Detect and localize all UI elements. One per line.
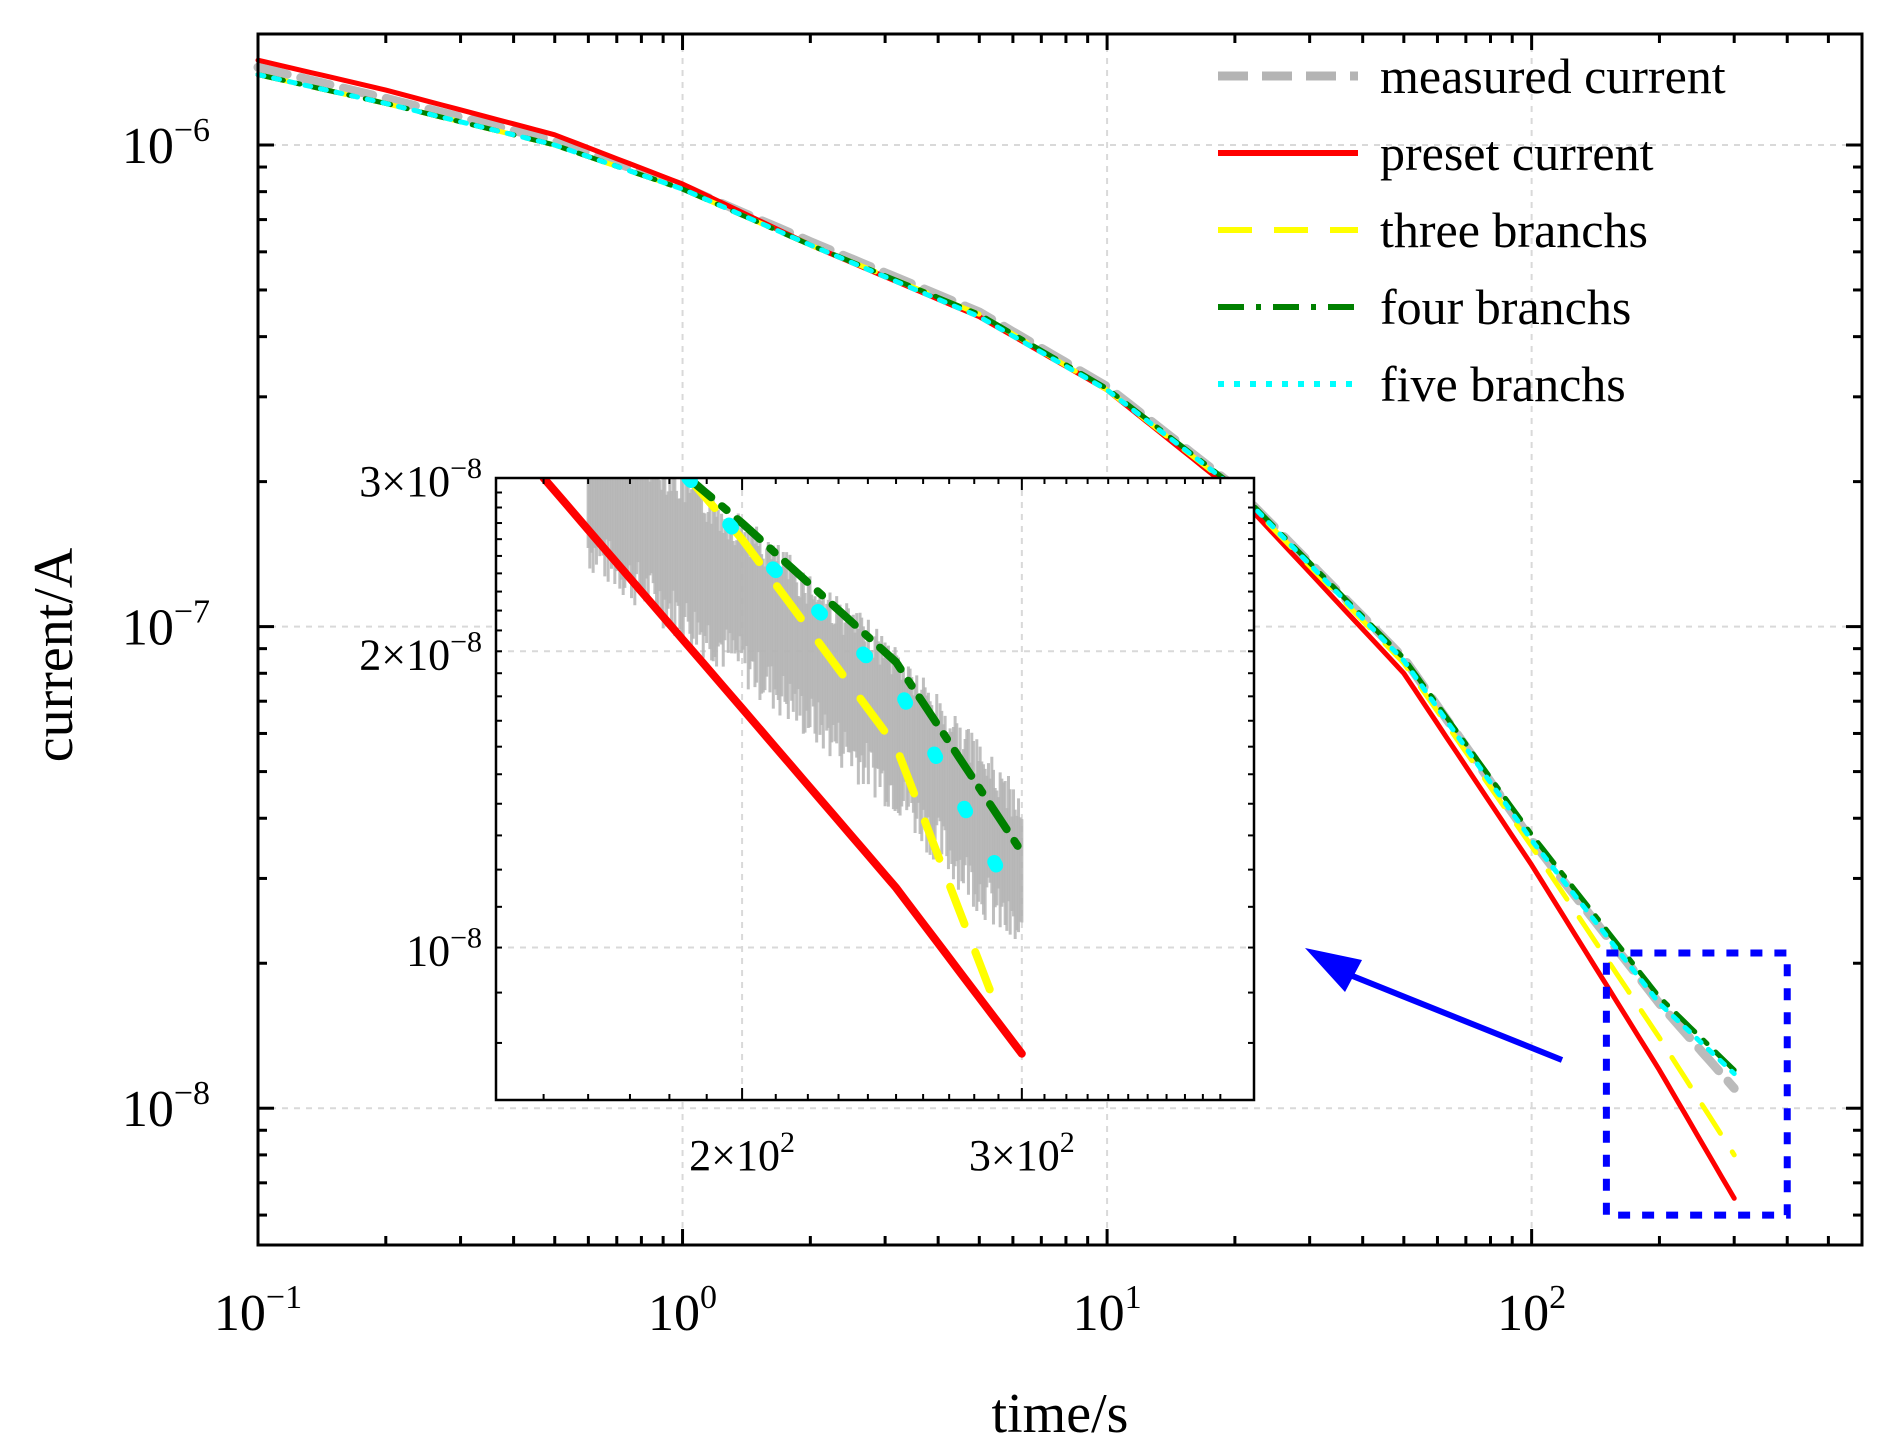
inset-plot: 2×102 3×102 3×10−8 2×10−8 10−8 [359, 452, 1256, 1180]
arrow-shaft [1348, 972, 1564, 1063]
x-axis-title: time/s [992, 1383, 1129, 1445]
series-line-three-branchs [255, 72, 1737, 1158]
inset-series [539, 478, 1026, 1058]
legend-label-preset-current: preset current [1380, 125, 1654, 181]
x-tick-label: 100 [648, 1279, 717, 1342]
inset-y-tick-label: 3×10−8 [359, 452, 482, 506]
legend: measured current preset current three bran… [1218, 48, 1726, 412]
inset-series-line-three-branchs [684, 478, 1003, 1016]
legend-label-measured-current: measured current [1380, 48, 1726, 104]
main-axes-box [256, 32, 1864, 1247]
main-ticks: 10−1 100 101 102 10−6 10−7 10−8 [122, 34, 1864, 1342]
inset-axes-box [494, 476, 1256, 1102]
legend-label-three-branchs: three branchs [1380, 202, 1648, 258]
y-tick-label: 10−7 [122, 594, 210, 657]
series-line-five-branchs [255, 72, 1737, 1077]
y-axis-title: current/A [23, 547, 85, 762]
zoom-region [1602, 949, 1791, 1219]
y-tick-label: 10−8 [122, 1075, 210, 1138]
inset-y-tick-label: 10−8 [406, 922, 482, 976]
inset-series-line-five-branchs [681, 478, 1006, 877]
inset-series-line-preset-current [539, 478, 1026, 1058]
pointer-arrow [1305, 948, 1564, 1063]
main-series [253, 57, 1739, 1201]
legend-label-five-branchs: five branchs [1380, 356, 1626, 412]
legend-label-four-branchs: four branchs [1380, 279, 1631, 335]
zoom-region-box [1602, 949, 1791, 1219]
main-plot-frame [256, 32, 1864, 1247]
x-tick-label: 102 [1497, 1279, 1566, 1342]
y-tick-label: 10−6 [122, 112, 210, 175]
arrow-head [1305, 948, 1362, 992]
inset-x-tick-label: 3×102 [969, 1126, 1075, 1180]
inset-series-line-four-branchs [684, 478, 1026, 857]
inset-y-tick-label: 2×10−8 [359, 625, 482, 679]
x-tick-label: 10−1 [214, 1279, 302, 1342]
x-tick-label: 101 [1073, 1279, 1142, 1342]
inset-x-tick-label: 2×102 [689, 1126, 795, 1180]
